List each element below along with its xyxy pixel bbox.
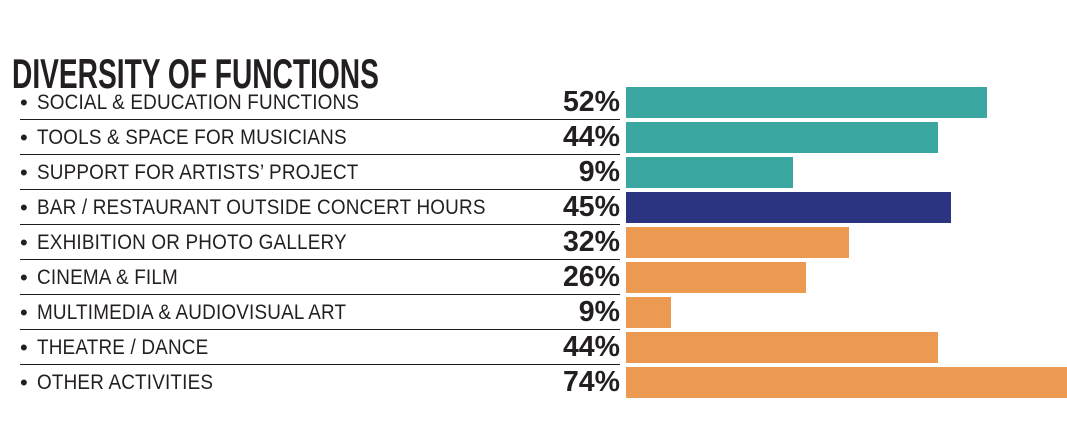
row-value: 26%: [562, 260, 620, 293]
row-label: THEATRE / DANCE: [36, 336, 209, 360]
row-bar: [626, 192, 951, 223]
chart-row: • BAR / RESTAURANT OUTSIDE CONCERT HOURS 4…: [20, 192, 1067, 227]
chart-row: • CINEMA & FILM 26%: [20, 262, 1067, 297]
row-bar-cell: [626, 157, 793, 188]
row-bar-cell: [626, 122, 938, 153]
row-label-cell: • EXHIBITION OR PHOTO GALLERY 32%: [20, 227, 620, 260]
chart-title: DIVERSITY OF FUNCTIONS: [12, 50, 379, 98]
row-value: 52%: [562, 85, 620, 118]
row-bar-cell: [626, 192, 951, 223]
row-value: 9%: [578, 295, 620, 328]
bullet-icon: •: [20, 264, 28, 290]
row-bar: [626, 227, 849, 258]
bullet-icon: •: [20, 124, 28, 150]
bullet-icon: •: [20, 229, 28, 255]
row-label-cell: • MULTIMEDIA & AUDIOVISUAL ART 9%: [20, 297, 620, 330]
row-label: OTHER ACTIVITIES: [36, 371, 213, 395]
row-label-cell: • OTHER ACTIVITIES 74%: [20, 367, 620, 400]
row-label: MULTIMEDIA & AUDIOVISUAL ART: [36, 301, 346, 325]
row-value: 74%: [562, 365, 620, 398]
chart-row: • OTHER ACTIVITIES 74%: [20, 367, 1067, 402]
row-value: 44%: [562, 330, 620, 363]
chart-row: • MULTIMEDIA & AUDIOVISUAL ART 9%: [20, 297, 1067, 332]
row-label-cell: • THEATRE / DANCE 44%: [20, 332, 620, 365]
row-label: SUPPORT FOR ARTISTS’ PROJECT: [36, 161, 359, 185]
row-bar: [626, 122, 938, 153]
row-bar: [626, 332, 938, 363]
row-bar-cell: [626, 227, 849, 258]
row-value: 45%: [562, 190, 620, 223]
bullet-icon: •: [20, 299, 28, 325]
row-value: 44%: [562, 120, 620, 153]
chart-row: • SOCIAL & EDUCATION FUNCTIONS 52%: [20, 87, 1067, 122]
row-label: CINEMA & FILM: [36, 266, 178, 290]
chart-row: • THEATRE / DANCE 44%: [20, 332, 1067, 367]
chart-row: • EXHIBITION OR PHOTO GALLERY 32%: [20, 227, 1067, 262]
bullet-icon: •: [20, 89, 28, 115]
row-label: SOCIAL & EDUCATION FUNCTIONS: [36, 91, 359, 115]
row-label-cell: • SOCIAL & EDUCATION FUNCTIONS 52%: [20, 87, 620, 120]
row-bar: [626, 297, 671, 328]
row-label-cell: • SUPPORT FOR ARTISTS’ PROJECT 9%: [20, 157, 620, 190]
chart-row: • SUPPORT FOR ARTISTS’ PROJECT 9%: [20, 157, 1067, 192]
row-label: BAR / RESTAURANT OUTSIDE CONCERT HOURS: [36, 196, 486, 220]
row-label: EXHIBITION OR PHOTO GALLERY: [36, 231, 347, 255]
bullet-icon: •: [20, 159, 28, 185]
bullet-icon: •: [20, 369, 28, 395]
row-bar: [626, 87, 987, 118]
row-value: 32%: [562, 225, 620, 258]
row-bar-cell: [626, 87, 987, 118]
row-bar: [626, 262, 806, 293]
row-label-cell: • CINEMA & FILM 26%: [20, 262, 620, 295]
chart-row: • TOOLS & SPACE FOR MUSICIANS 44%: [20, 122, 1067, 157]
row-bar-cell: [626, 367, 1067, 398]
row-value: 9%: [578, 155, 620, 188]
row-bar-cell: [626, 297, 671, 328]
row-label-cell: • BAR / RESTAURANT OUTSIDE CONCERT HOURS 4…: [20, 192, 620, 225]
chart-rows: • SOCIAL & EDUCATION FUNCTIONS 52% • TOOLS &…: [20, 87, 1067, 402]
row-bar: [626, 367, 1067, 398]
row-label-cell: • TOOLS & SPACE FOR MUSICIANS 44%: [20, 122, 620, 155]
bullet-icon: •: [20, 334, 28, 360]
row-bar-cell: [626, 262, 806, 293]
row-bar-cell: [626, 332, 938, 363]
row-label: TOOLS & SPACE FOR MUSICIANS: [36, 126, 347, 150]
bullet-icon: •: [20, 194, 28, 220]
row-bar: [626, 157, 793, 188]
